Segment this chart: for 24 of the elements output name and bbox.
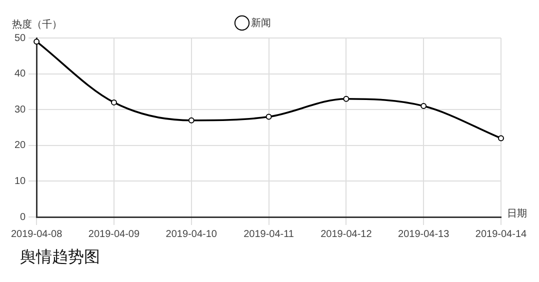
x-tick-label: 2019-04-09: [88, 228, 140, 240]
point: [266, 114, 272, 120]
point: [343, 96, 350, 102]
x-tick-label: 2019-04-14: [475, 228, 528, 240]
y-tick-label: 40: [14, 68, 26, 80]
point: [498, 135, 504, 142]
x-tick-label: 2019-04-08: [11, 228, 63, 240]
legend-label: 新闻: [251, 16, 271, 29]
point: [34, 38, 40, 45]
x-tick-label: 2019-04-12: [320, 228, 372, 240]
x-tick-label: 2019-04-11: [244, 228, 294, 240]
y-tick-label: 50: [14, 32, 26, 44]
point: [188, 117, 194, 124]
y-tick-label: 30: [14, 104, 26, 116]
point: [110, 99, 117, 106]
y-tick-label: 10: [14, 176, 26, 187]
y-tick-label: 0: [20, 212, 26, 223]
y-tick-label: 20: [14, 140, 26, 152]
x-tick-label: 2019-04-13: [398, 228, 450, 240]
x-axis-title: 日期: [507, 208, 527, 220]
point: [420, 103, 427, 110]
text: 舆情趋势图: [19, 247, 101, 268]
y-axis-title: 热度（千）: [12, 18, 62, 31]
x-tick-label: 2019-04-10: [166, 228, 218, 240]
